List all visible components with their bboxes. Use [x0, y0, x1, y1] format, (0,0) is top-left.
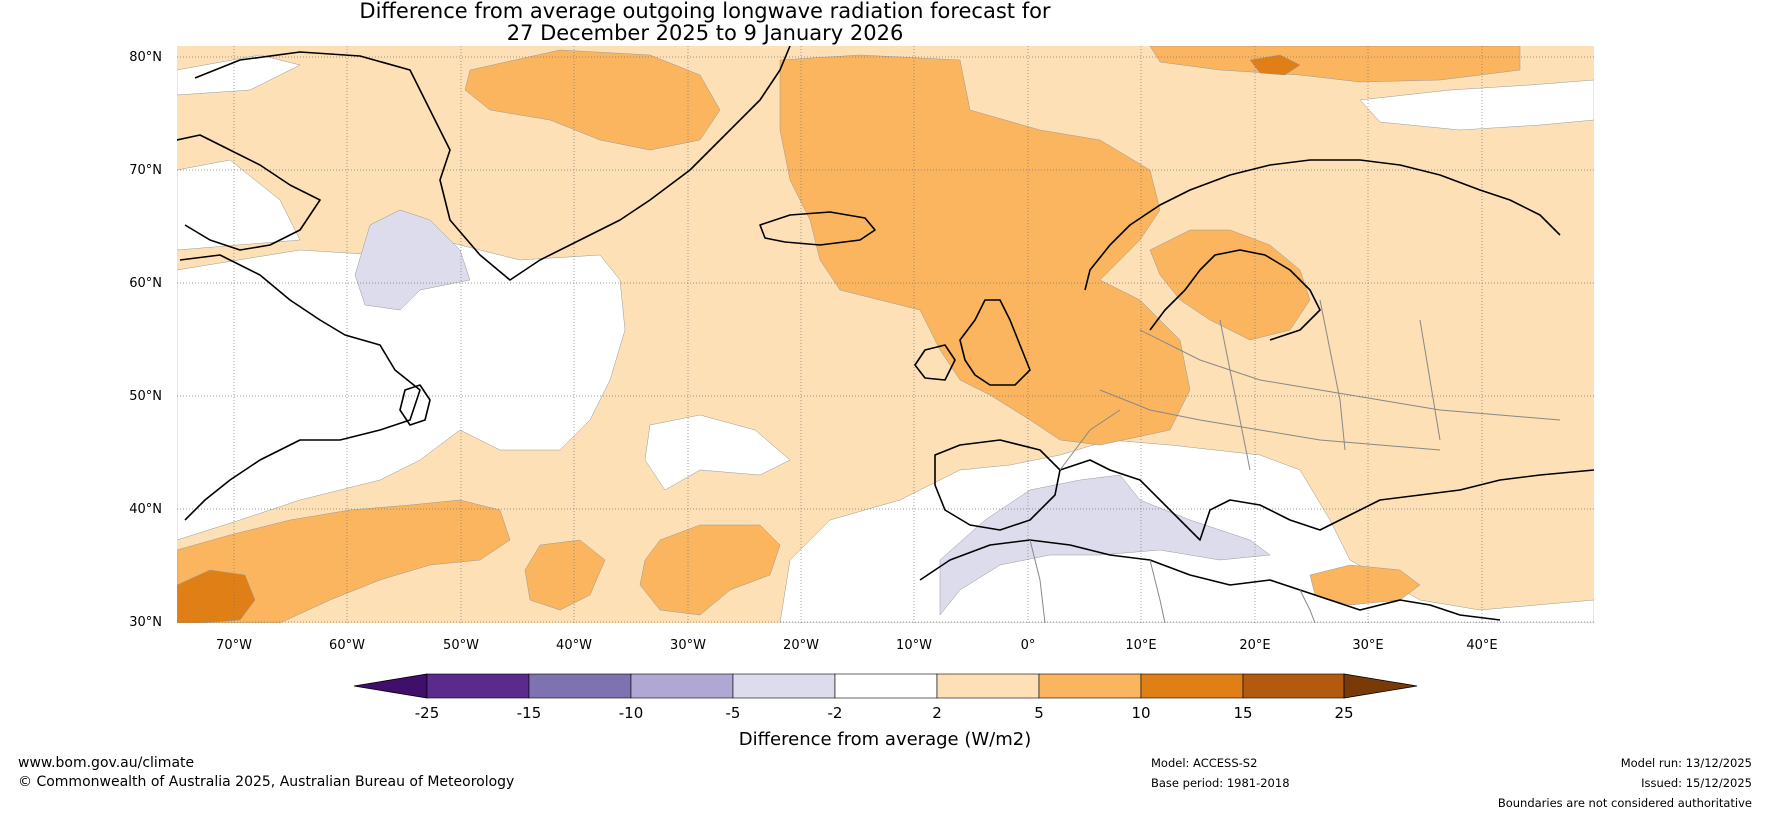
negative-region-labrador-sea: [354, 209, 471, 311]
colorbar-low-extension: [353, 673, 428, 699]
map-field: [177, 46, 1594, 623]
lon-label: 50°W: [443, 638, 479, 653]
base-period-text: Base period: 1981-2018: [1151, 776, 1290, 790]
lon-label: 70°W: [216, 638, 252, 653]
lon-label: 30°W: [670, 638, 706, 653]
boundaries-disclaimer: Boundaries are not considered authoritat…: [1497, 796, 1752, 810]
colorbar-tick: 2: [932, 704, 942, 722]
lat-label: 70°N: [129, 163, 162, 178]
coastline-norway: [1084, 159, 1561, 291]
coastline-north-africa: [919, 539, 1501, 621]
colorbar-tick: -2: [828, 704, 843, 722]
colorbar-segment: [936, 673, 1040, 699]
coastline-baffin: [177, 134, 321, 251]
colorbar-high-extension: [1343, 673, 1418, 699]
lat-label: 30°N: [129, 615, 162, 630]
country-borders: [1029, 299, 1561, 623]
graticule: [177, 46, 1594, 623]
lon-label: 20°E: [1239, 638, 1270, 653]
map-title-line2: 27 December 2025 to 9 January 2026: [506, 21, 904, 45]
strong-positive-region-arctic: [1249, 54, 1301, 76]
colorbar-segment: [1140, 673, 1244, 699]
lon-label: 40°W: [556, 638, 592, 653]
positive-region-greenland-sea: [464, 49, 721, 151]
lon-label: 0°: [1021, 638, 1036, 653]
coastline-labrador: [179, 254, 421, 521]
neutral-region-azores: [644, 414, 791, 491]
colorbar: -25 -15 -10 -5 -2 2 5 10 15 25 Differenc…: [353, 673, 1418, 750]
positive-region-nw-atlantic: [524, 539, 606, 611]
longitude-axis: 70°W 60°W 50°W 40°W 30°W 20°W 10°W 0° 10…: [216, 638, 1498, 653]
lon-label: 30°E: [1352, 638, 1383, 653]
coastline-sweden-finland: [1149, 249, 1321, 341]
strong-positive-region-sw-atlantic: [177, 569, 256, 623]
lat-label: 50°N: [129, 389, 162, 404]
colorbar-tick: -25: [415, 704, 440, 722]
colorbar-segment: [426, 673, 530, 699]
model-text: Model: ACCESS-S2: [1151, 756, 1258, 770]
colorbar-tick: -10: [619, 704, 644, 722]
lon-label: 20°W: [783, 638, 819, 653]
lon-label: 10°W: [896, 638, 932, 653]
positive-region-sw-atlantic: [177, 499, 511, 623]
issued-text: Issued: 15/12/2025: [1641, 776, 1752, 790]
latitude-axis: 80°N 70°N 60°N 50°N 40°N 30°N: [129, 50, 162, 630]
neutral-region-arctic-north: [177, 54, 301, 96]
positive-region-central-atlantic: [639, 524, 781, 616]
website-link[interactable]: www.bom.gov.au/climate: [18, 755, 195, 771]
model-run-text: Model run: 13/12/2025: [1620, 756, 1752, 770]
neutral-region-labrador: [177, 159, 301, 251]
colorbar-segment: [1242, 673, 1345, 699]
coastline-iceland: [759, 211, 876, 246]
colorbar-tick: -5: [726, 704, 741, 722]
lat-label: 40°N: [129, 502, 162, 517]
colorbar-segment: [1038, 673, 1142, 699]
coastline-iberia: [934, 439, 1061, 531]
colorbar-tick: 15: [1233, 704, 1252, 722]
neutral-region-barents: [1359, 79, 1594, 131]
colorbar-tick: 25: [1334, 704, 1353, 722]
coastline-ireland: [914, 344, 956, 381]
coastline-newfoundland: [399, 384, 431, 426]
coastline-british-isles: [959, 299, 1031, 386]
colorbar-segment: [528, 673, 632, 699]
positive-region-arctic: [1149, 46, 1521, 83]
lon-label: 60°W: [329, 638, 365, 653]
colorbar-segment: [732, 673, 836, 699]
lat-label: 60°N: [129, 276, 162, 291]
colorbar-segment: [834, 673, 938, 699]
lon-label: 40°E: [1466, 638, 1497, 653]
colorbar-tick: -15: [517, 704, 542, 722]
coastlines: [177, 46, 1594, 621]
map-title-line1: Difference from average outgoing longwav…: [359, 0, 1051, 23]
lon-label: 10°E: [1125, 638, 1156, 653]
colorbar-tick: 10: [1131, 704, 1150, 722]
copyright-text: © Commonwealth of Australia 2025, Austra…: [18, 774, 515, 790]
colorbar-tick: 5: [1034, 704, 1044, 722]
colorbar-segment: [630, 673, 734, 699]
coastline-europe-south: [1059, 459, 1594, 541]
colorbar-label: Difference from average (W/m2): [739, 729, 1031, 750]
lat-label: 80°N: [129, 50, 162, 65]
positive-region-norwegian-sea: [779, 54, 1191, 446]
coastline-greenland: [194, 46, 791, 281]
negative-region-mediterranean: [939, 474, 1271, 616]
